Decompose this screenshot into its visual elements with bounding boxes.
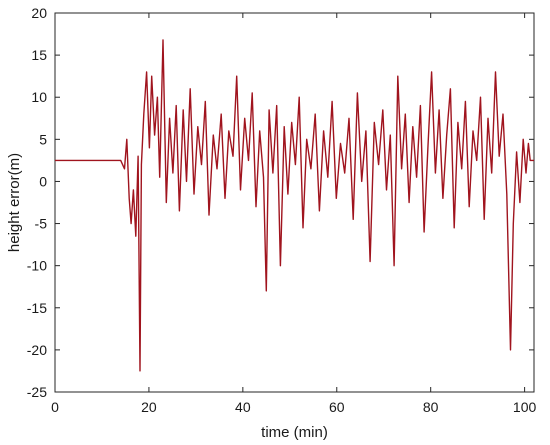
plot-area (54, 12, 535, 393)
y-tick-label: -5 (35, 216, 48, 232)
x-tick-label: 0 (51, 399, 59, 415)
x-axis-label: time (min) (261, 424, 328, 441)
y-tick-label: -20 (27, 342, 47, 358)
y-tick-label: 10 (31, 89, 47, 105)
y-tick-label: 15 (31, 47, 47, 63)
y-tick-label: -15 (27, 300, 47, 316)
y-tick-label: -25 (27, 384, 47, 400)
x-tick-label: 80 (423, 399, 439, 415)
series-line-1 (55, 39, 534, 372)
y-tick-label: 5 (39, 131, 47, 147)
x-tick-label: 20 (141, 399, 157, 415)
y-tick-label: -10 (27, 258, 47, 274)
x-tick-label: 40 (235, 399, 251, 415)
y-tick-label: 0 (39, 173, 47, 189)
y-tick-label: 20 (31, 5, 47, 21)
y-axis-label: height error(m) (6, 153, 23, 252)
x-tick-label: 60 (329, 399, 345, 415)
x-tick-label: 100 (513, 399, 537, 415)
